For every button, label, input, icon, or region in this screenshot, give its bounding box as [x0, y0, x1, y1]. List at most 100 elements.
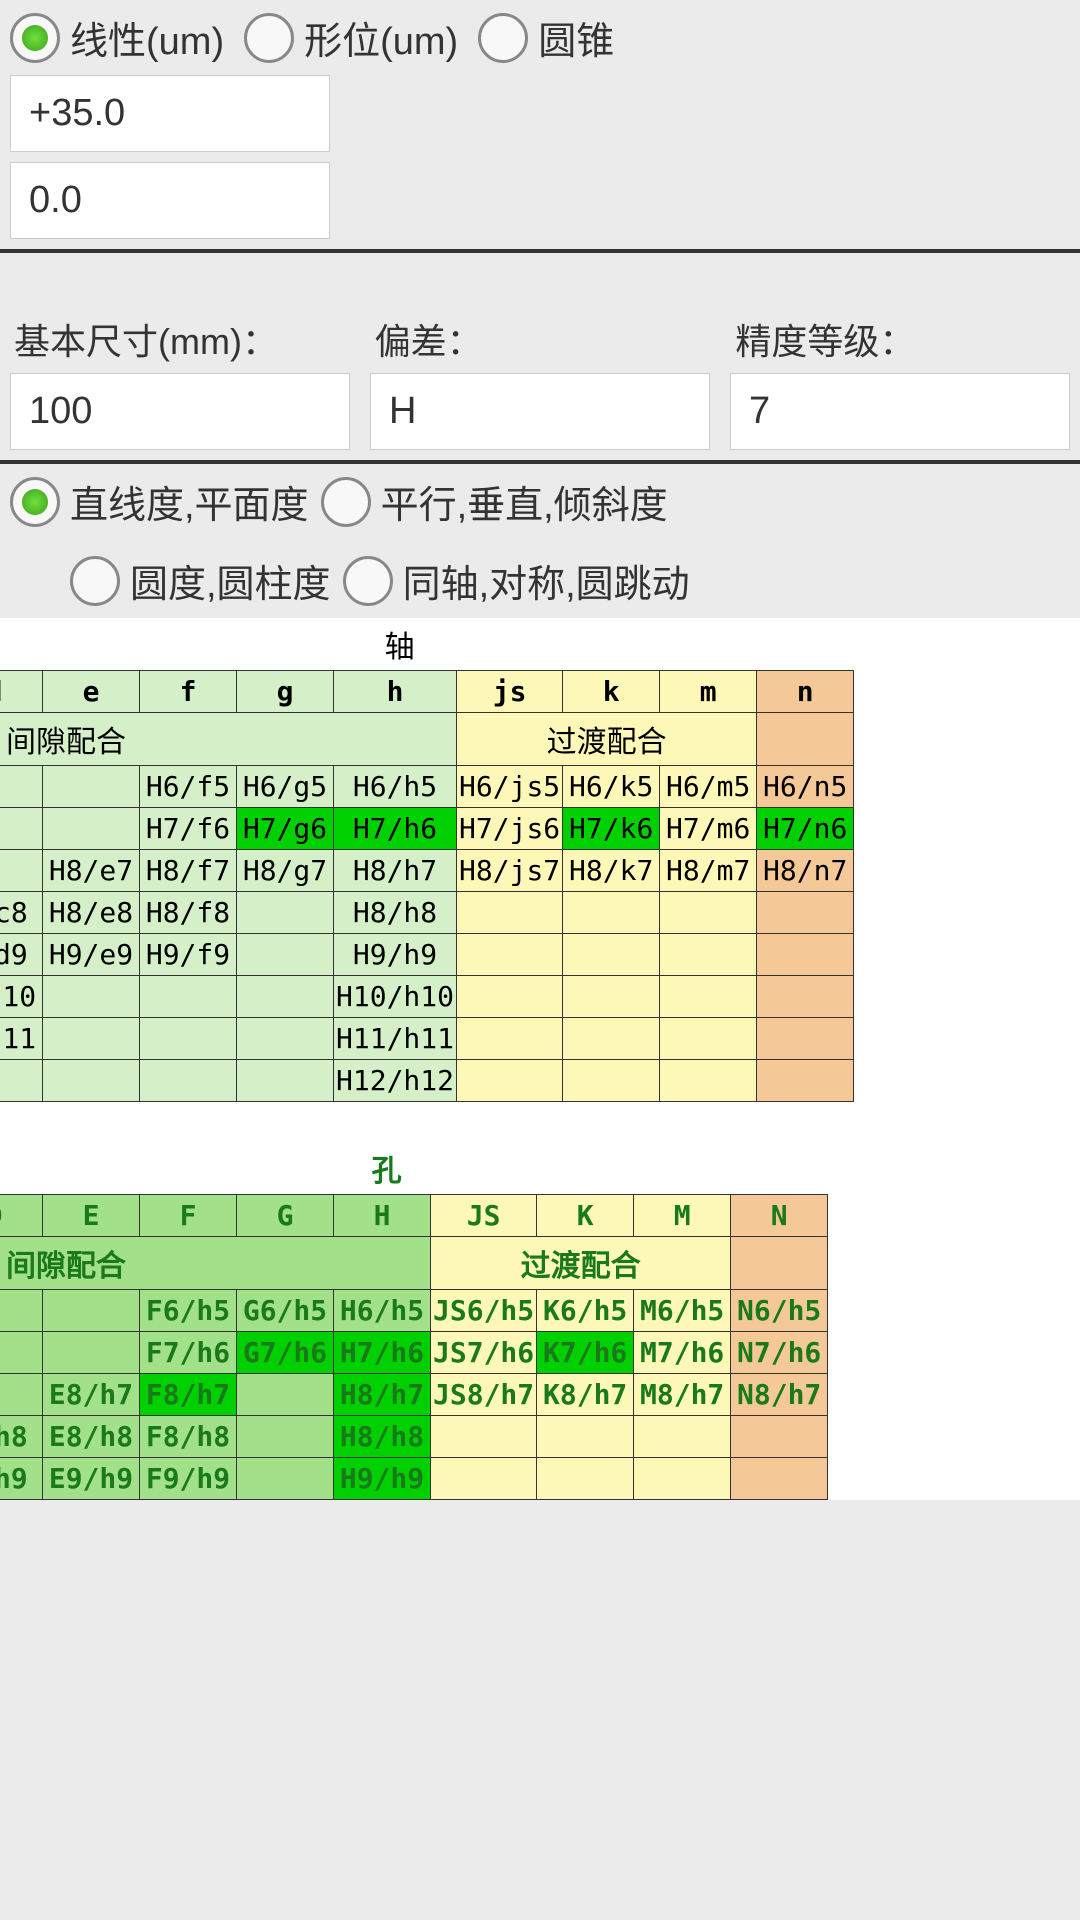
fit-cell[interactable]: G6/h5	[237, 1290, 334, 1332]
fit-cell[interactable]	[0, 850, 43, 892]
radio-circle[interactable]	[343, 556, 393, 606]
fit-cell[interactable]	[660, 1018, 757, 1060]
fit-cell[interactable]	[0, 766, 43, 808]
fit-cell[interactable]	[43, 976, 140, 1018]
fit-cell[interactable]: 0/d10	[0, 976, 43, 1018]
fit-cell[interactable]: H7/g6	[237, 808, 334, 850]
fit-cell[interactable]: H8/f8	[140, 892, 237, 934]
radio-circle[interactable]	[10, 13, 60, 63]
fit-cell[interactable]: H11/h11	[334, 1018, 457, 1060]
fit-cell[interactable]: K6/h5	[537, 1290, 634, 1332]
fit-cell[interactable]	[757, 934, 854, 976]
fit-cell[interactable]	[757, 976, 854, 1018]
fit-cell[interactable]: H8/h8	[334, 1416, 431, 1458]
fit-cell[interactable]	[237, 1374, 334, 1416]
radio-circle[interactable]	[478, 13, 528, 63]
fit-cell[interactable]	[660, 1060, 757, 1102]
fit-cell[interactable]	[563, 976, 660, 1018]
radio-option-0[interactable]: 线性(um)	[10, 10, 224, 65]
fit-cell[interactable]	[660, 892, 757, 934]
fit-cell[interactable]	[634, 1458, 731, 1500]
fit-cell[interactable]	[237, 892, 334, 934]
fit-cell[interactable]	[0, 808, 43, 850]
fit-cell[interactable]: 9/h9	[0, 1458, 43, 1500]
fit-cell[interactable]: N8/h7	[731, 1374, 828, 1416]
fit-cell[interactable]	[237, 1018, 334, 1060]
fit-cell[interactable]: 8/h8	[0, 1416, 43, 1458]
fit-cell[interactable]: H7/js6	[457, 808, 563, 850]
fit-cell[interactable]: H6/f5	[140, 766, 237, 808]
fit-cell[interactable]: H6/k5	[563, 766, 660, 808]
fit-cell[interactable]: JS7/h6	[431, 1332, 537, 1374]
fit-cell[interactable]	[757, 1018, 854, 1060]
fit-cell[interactable]: H9/h9	[334, 1458, 431, 1500]
fit-cell[interactable]	[237, 1458, 334, 1500]
fit-cell[interactable]: F9/h9	[140, 1458, 237, 1500]
fit-cell[interactable]	[43, 808, 140, 850]
fit-cell[interactable]: H7/k6	[563, 808, 660, 850]
fit-cell[interactable]	[431, 1458, 537, 1500]
fit-cell[interactable]	[140, 976, 237, 1018]
fit-cell[interactable]	[457, 892, 563, 934]
fit-cell[interactable]: H7/h6	[334, 808, 457, 850]
fit-cell[interactable]: H6/m5	[660, 766, 757, 808]
radio-option-2[interactable]: 圆锥	[478, 10, 614, 65]
fit-cell[interactable]: 8/c8	[0, 892, 43, 934]
radio-option-1[interactable]: 形位(um)	[244, 10, 458, 65]
fit-cell[interactable]	[140, 1060, 237, 1102]
fit-cell[interactable]: H8/h7	[334, 1374, 431, 1416]
fit-cell[interactable]	[457, 934, 563, 976]
fit-cell[interactable]: H8/m7	[660, 850, 757, 892]
radio-circle[interactable]	[70, 556, 120, 606]
radio-option-0[interactable]: 直线度,平面度	[10, 474, 309, 529]
fit-cell[interactable]	[731, 1416, 828, 1458]
fit-cell[interactable]: 1/d11	[0, 1018, 43, 1060]
fit-cell[interactable]: M6/h5	[634, 1290, 731, 1332]
fit-cell[interactable]: E9/h9	[43, 1458, 140, 1500]
fit-cell[interactable]	[431, 1416, 537, 1458]
fit-cell[interactable]: M7/h6	[634, 1332, 731, 1374]
fit-cell[interactable]: H8/f7	[140, 850, 237, 892]
fit-cell[interactable]: F8/h7	[140, 1374, 237, 1416]
fit-cell[interactable]	[757, 1060, 854, 1102]
fit-cell[interactable]	[237, 934, 334, 976]
fit-cell[interactable]: JS8/h7	[431, 1374, 537, 1416]
fit-cell[interactable]: F6/h5	[140, 1290, 237, 1332]
fit-cell[interactable]: H7/h6	[334, 1332, 431, 1374]
fit-cell[interactable]: H8/g7	[237, 850, 334, 892]
fit-cell[interactable]	[660, 976, 757, 1018]
fit-cell[interactable]	[660, 934, 757, 976]
fit-cell[interactable]: E8/h7	[43, 1374, 140, 1416]
fit-cell[interactable]	[537, 1416, 634, 1458]
fit-cell[interactable]	[237, 1060, 334, 1102]
fit-cell[interactable]	[43, 1018, 140, 1060]
fit-cell[interactable]	[563, 934, 660, 976]
fit-cell[interactable]	[457, 1018, 563, 1060]
fit-cell[interactable]: H6/h5	[334, 1290, 431, 1332]
fit-cell[interactable]: H6/js5	[457, 766, 563, 808]
fit-cell[interactable]	[537, 1458, 634, 1500]
fit-cell[interactable]: H8/h7	[334, 850, 457, 892]
fit-cell[interactable]: H10/h10	[334, 976, 457, 1018]
fit-cell[interactable]	[0, 1332, 43, 1374]
radio-option-2[interactable]: 圆度,圆柱度	[70, 553, 331, 608]
dev-input[interactable]: H	[370, 373, 710, 450]
fit-cell[interactable]	[731, 1458, 828, 1500]
fit-cell[interactable]: H7/f6	[140, 808, 237, 850]
radio-option-1[interactable]: 平行,垂直,倾斜度	[321, 474, 668, 529]
fit-cell[interactable]: H8/h8	[334, 892, 457, 934]
fit-cell[interactable]	[237, 976, 334, 1018]
fit-cell[interactable]: M8/h7	[634, 1374, 731, 1416]
lower-deviation-input[interactable]: 0.0	[10, 162, 330, 239]
fit-cell[interactable]	[43, 766, 140, 808]
fit-cell[interactable]: JS6/h5	[431, 1290, 537, 1332]
fit-cell[interactable]: H8/e7	[43, 850, 140, 892]
fit-cell[interactable]: E8/h8	[43, 1416, 140, 1458]
fit-cell[interactable]	[457, 976, 563, 1018]
radio-option-3[interactable]: 同轴,对称,圆跳动	[343, 553, 690, 608]
fit-cell[interactable]: H6/n5	[757, 766, 854, 808]
radio-circle[interactable]	[321, 477, 371, 527]
fit-cell[interactable]: H8/k7	[563, 850, 660, 892]
fit-cell[interactable]	[563, 1018, 660, 1060]
fit-cell[interactable]: H9/h9	[334, 934, 457, 976]
